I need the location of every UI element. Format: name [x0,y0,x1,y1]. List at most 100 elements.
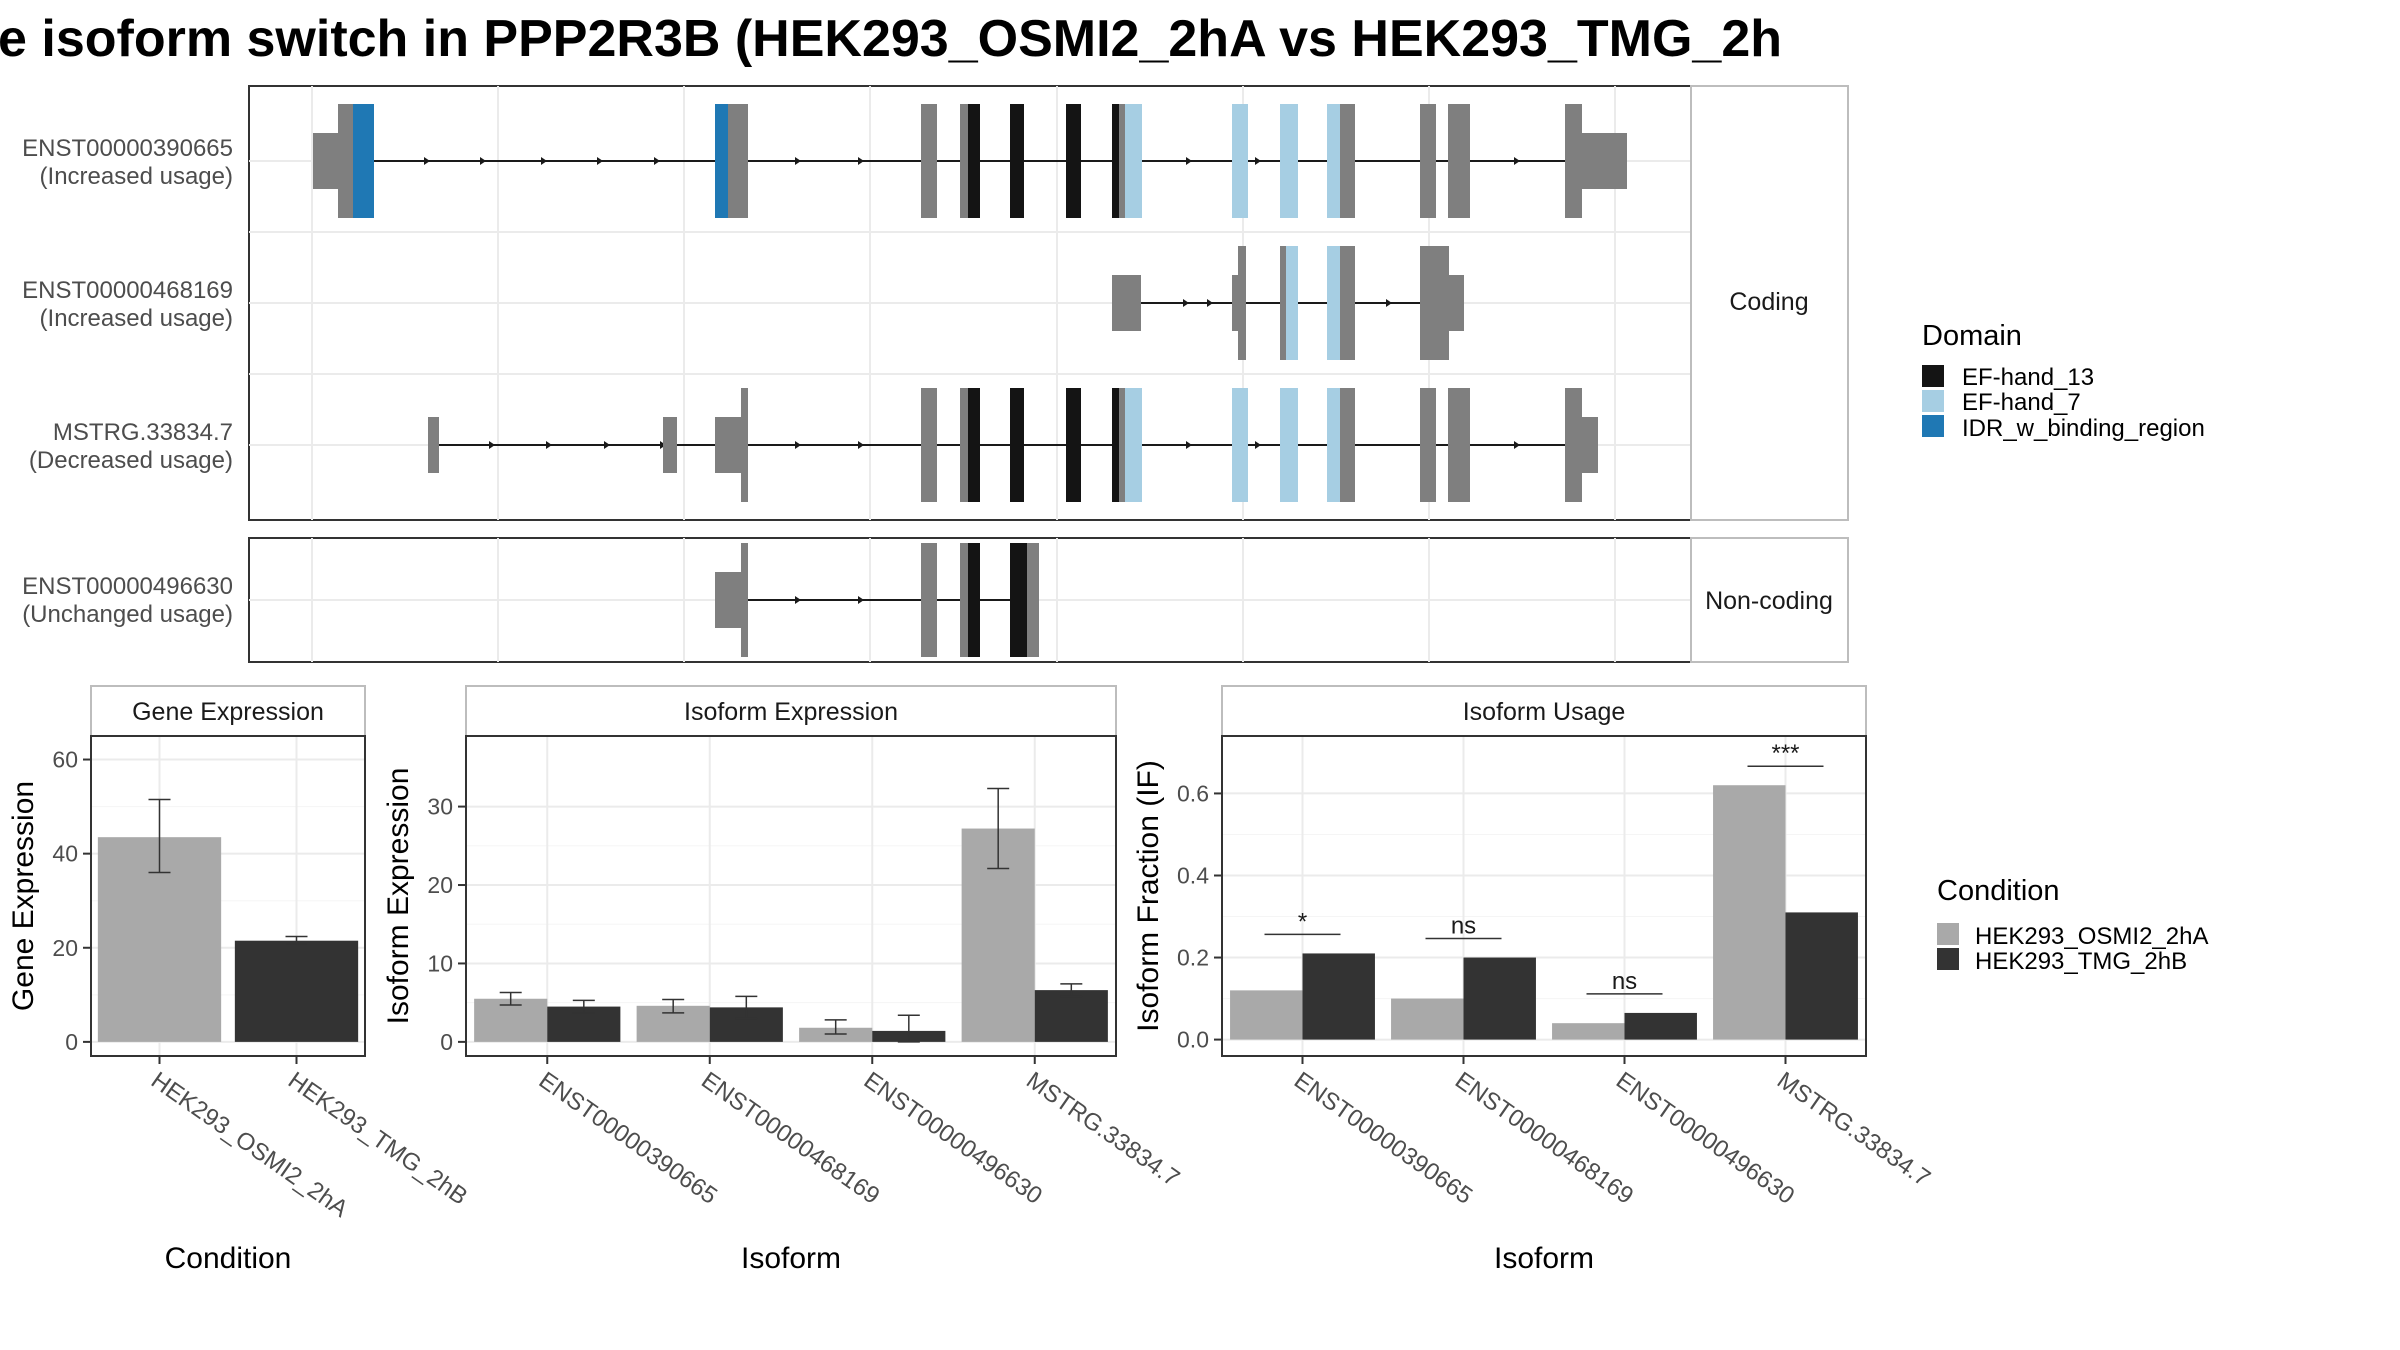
transcript-enst00000468169 [1112,246,1464,360]
y-tick-label: 0.6 [1177,780,1209,806]
exon [1565,104,1582,218]
legend-label: EF-hand_7 [1962,389,2081,416]
domain-ef-hand-13 [1112,104,1119,218]
exon [1119,104,1125,218]
y-tick-label: 0 [440,1029,453,1055]
significance-label: *** [1771,740,1799,767]
exon [741,388,748,502]
exon [1119,388,1125,502]
exon [728,104,748,218]
exon [960,388,968,502]
x-tick-label: ENST00000496630 [1611,1067,1799,1210]
y-tick-label: 0.4 [1177,862,1209,888]
intron-arrows [424,157,1520,165]
exon [1448,104,1470,218]
panel-title: Isoform Expression [684,698,898,726]
exon [1340,388,1355,502]
domain-idr [353,104,374,218]
exon [921,543,937,657]
bar [474,998,548,1042]
exon [1420,104,1436,218]
bar [234,940,359,1042]
utr-exon [428,417,439,473]
significance-label: ns [1612,968,1637,995]
y-tick-label: 0.2 [1177,945,1209,971]
transcript-structure-panel: Coding Non-coding ENST00000390665 (Incre… [22,85,2205,663]
domain-ef-hand-13 [968,104,980,218]
exon [1448,388,1470,502]
noncoding-facet-label: Non-coding [1705,587,1833,615]
exon [960,104,968,218]
legend-swatch-cond-a [1937,923,1959,945]
domain-ef-hand-13 [1010,104,1024,218]
track-label-usage: (Increased usage) [40,305,233,332]
bar [1230,990,1303,1040]
y-tick-label: 60 [52,747,78,773]
isoform-usage-panel: Isoform Usage * ns ns *** 0.0 0.2 0.4 0.6 ENST00… [1132,685,1935,1275]
exon [921,104,937,218]
x-tick-label: MSTRG.33834.7 [1772,1067,1935,1192]
y-tick-label: 0 [65,1029,78,1055]
x-tick-label: ENST00000390665 [1289,1067,1477,1210]
x-tick-label: MSTRG.33834.7 [1021,1067,1184,1192]
exon [1238,246,1246,360]
utr-exon [313,133,338,189]
bar [1463,957,1536,1040]
domain-ef-hand-7 [1286,246,1298,360]
y-tick-label: 40 [52,841,78,867]
intron-arrows [1183,299,1392,307]
intron-arrows [489,441,1520,449]
bar [1624,1012,1697,1040]
exon [741,543,748,657]
transcript-enst00000496630 [715,543,1039,657]
utr-exon [1449,275,1464,331]
domain-ef-hand-7 [1327,388,1340,502]
isoform-expression-plot: 0 10 20 30 ENST00000390665ENST00000468169ENS… [427,736,1184,1210]
coding-facet-strip [1690,85,1849,521]
panel-strip [465,685,1117,737]
exon [1340,246,1355,360]
domain-legend: Domain EF-hand_13 EF-hand_7 IDR_w_bindin… [1922,320,2205,442]
transcript-mstrg-33834-7 [428,388,1598,502]
utr-exon [1582,133,1627,189]
y-tick-label: 20 [52,935,78,961]
panel-border [90,735,366,1057]
domain-ef-hand-7 [1125,104,1142,218]
domain-ef-hand-7 [1232,388,1248,502]
track-label-usage: (Increased usage) [40,163,233,190]
utr-exon [663,417,677,473]
domain-ef-hand-13 [1010,388,1024,502]
track-label-name: ENST00000390665 [22,135,233,162]
domain-ef-hand-13 [1066,388,1081,502]
bar [1302,953,1375,1040]
utr-exon [1582,417,1598,473]
track-label-usage: (Decreased usage) [29,447,233,474]
coding-facet-label: Coding [1729,288,1808,316]
condition-legend: Condition HEK293_OSMI2_2hA HEK293_TMG_2h… [1937,875,2208,975]
legend-swatch-cond-b [1937,948,1959,970]
domain-ef-hand-7 [1327,246,1340,360]
domain-ef-hand-13 [1066,104,1081,218]
domain-ef-hand-13 [968,543,980,657]
x-axis-label: Condition [165,1242,292,1275]
intron-arrows [795,596,864,604]
exon [1565,388,1582,502]
domain-legend-title: Domain [1922,320,2022,352]
condition-legend-title: Condition [1937,875,2060,907]
legend-swatch-ef-hand-7 [1922,390,1944,412]
domain-ef-hand-13 [968,388,980,502]
exon [1027,543,1039,657]
domain-ef-hand-7 [1280,104,1298,218]
domain-ef-hand-7 [1125,388,1142,502]
bar [1785,912,1858,1040]
exon [921,388,937,502]
y-tick-label: 30 [427,794,453,820]
bar [1713,785,1786,1040]
isoform-expression-panel: Isoform Expression 0 10 20 30 ENST0000039066… [382,685,1184,1275]
y-tick-label: 20 [427,872,453,898]
panel-border [1221,735,1867,1057]
y-tick-label: 10 [427,950,453,976]
domain-idr [715,104,728,218]
significance-label: ns [1451,913,1476,940]
